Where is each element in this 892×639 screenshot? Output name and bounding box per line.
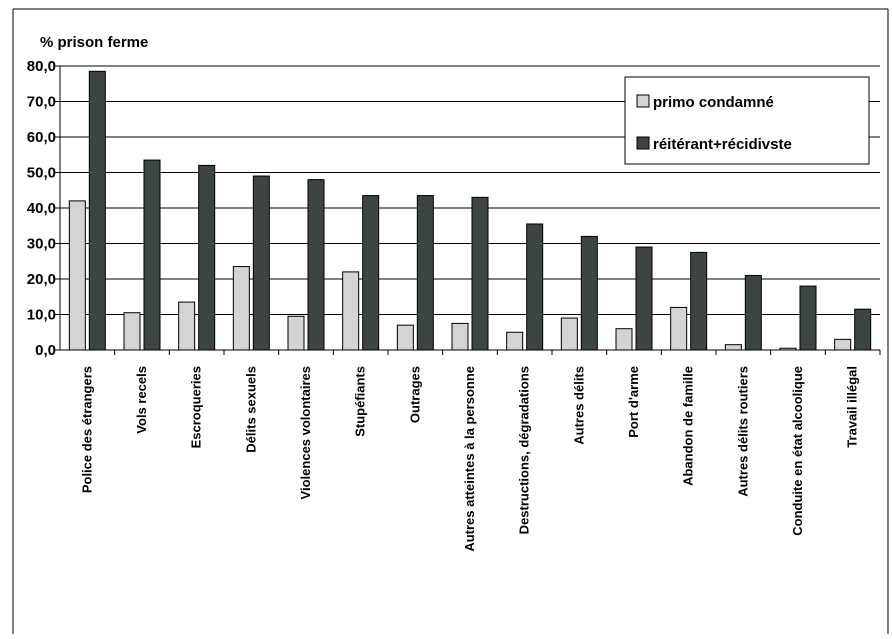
bar-primo (232, 266, 250, 351)
x-category-label: Police des étrangers (79, 366, 94, 493)
bar-reiterant (635, 246, 653, 351)
legend-label-primo: primo condamné (653, 94, 774, 111)
bar-reiterant (198, 164, 216, 351)
bar-reiterant (307, 179, 325, 351)
bar-reiterant (580, 235, 598, 351)
y-tick-label: 40,0 (27, 200, 56, 217)
bar-reiterant (854, 308, 872, 351)
legend-swatch-primo (636, 94, 650, 108)
x-category-label: Vols recels (134, 366, 149, 434)
bar-primo (68, 200, 86, 351)
x-category-label: Abandon de famille (681, 366, 696, 486)
y-axis-title: % prison ferme (40, 34, 148, 51)
y-tick-label: 20,0 (27, 271, 56, 288)
x-category-label: Autres atteintes à la personne (462, 366, 477, 552)
x-category-label: Destructions, dégradations (517, 366, 532, 534)
bar-primo (615, 328, 633, 351)
x-category-labels: Police des étrangers Vols recels Escroquer… (79, 366, 859, 552)
x-category-label: Autres délits routiers (735, 366, 750, 497)
bar-primo (451, 322, 469, 351)
bar-primo (560, 317, 578, 351)
bar-primo (724, 344, 742, 351)
bar-primo (506, 331, 524, 351)
y-tick-label: 30,0 (27, 236, 56, 253)
y-tick-label: 10,0 (27, 307, 56, 324)
bar-reiterant (526, 223, 544, 351)
bar-reiterant (690, 251, 708, 351)
x-category-label: Violences volontaires (298, 366, 313, 499)
bar-primo (396, 324, 414, 351)
x-category-label: Port d'arme (626, 366, 641, 438)
bar-primo (123, 312, 141, 351)
bar-reiterant (799, 285, 817, 351)
legend-box (624, 76, 870, 165)
bar-reiterant (416, 195, 434, 351)
y-tick-labels: 0,0 10,0 20,0 30,0 40,0 50,0 60,0 70,0 80,0 (27, 58, 56, 359)
axes (55, 65, 881, 355)
bar-reiterant (362, 195, 380, 351)
x-category-label: Conduite en état alcoolique (790, 366, 805, 536)
legend: primo condamné réitérant+récidivste (624, 76, 870, 165)
bar-reiterant (143, 159, 161, 351)
y-tick-label: 80,0 (27, 58, 56, 75)
bar-reiterant (252, 175, 270, 351)
x-category-label: Autres délits (571, 366, 586, 445)
x-category-label: Outrages (407, 366, 422, 423)
bar-reiterant (88, 70, 106, 351)
y-tick-label: 70,0 (27, 94, 56, 111)
bar-primo (670, 306, 688, 351)
legend-label-reiterant: réitérant+récidivste (653, 136, 792, 153)
bar-reiterant (744, 274, 762, 351)
bar-reiterant (471, 196, 489, 351)
bar-primo (342, 271, 360, 351)
bar-primo (287, 315, 305, 351)
x-category-label: Escroqueries (189, 366, 204, 448)
y-tick-label: 50,0 (27, 165, 56, 182)
y-tick-label: 60,0 (27, 129, 56, 146)
x-category-label: Travail illégal (845, 366, 860, 448)
bar-primo (178, 301, 196, 351)
y-tick-label: 0,0 (35, 342, 56, 359)
legend-swatch-reiterant (636, 136, 650, 150)
x-category-label: Stupéfiants (353, 366, 368, 437)
x-category-label: Délits sexuels (243, 366, 258, 453)
bar-primo (834, 338, 852, 351)
